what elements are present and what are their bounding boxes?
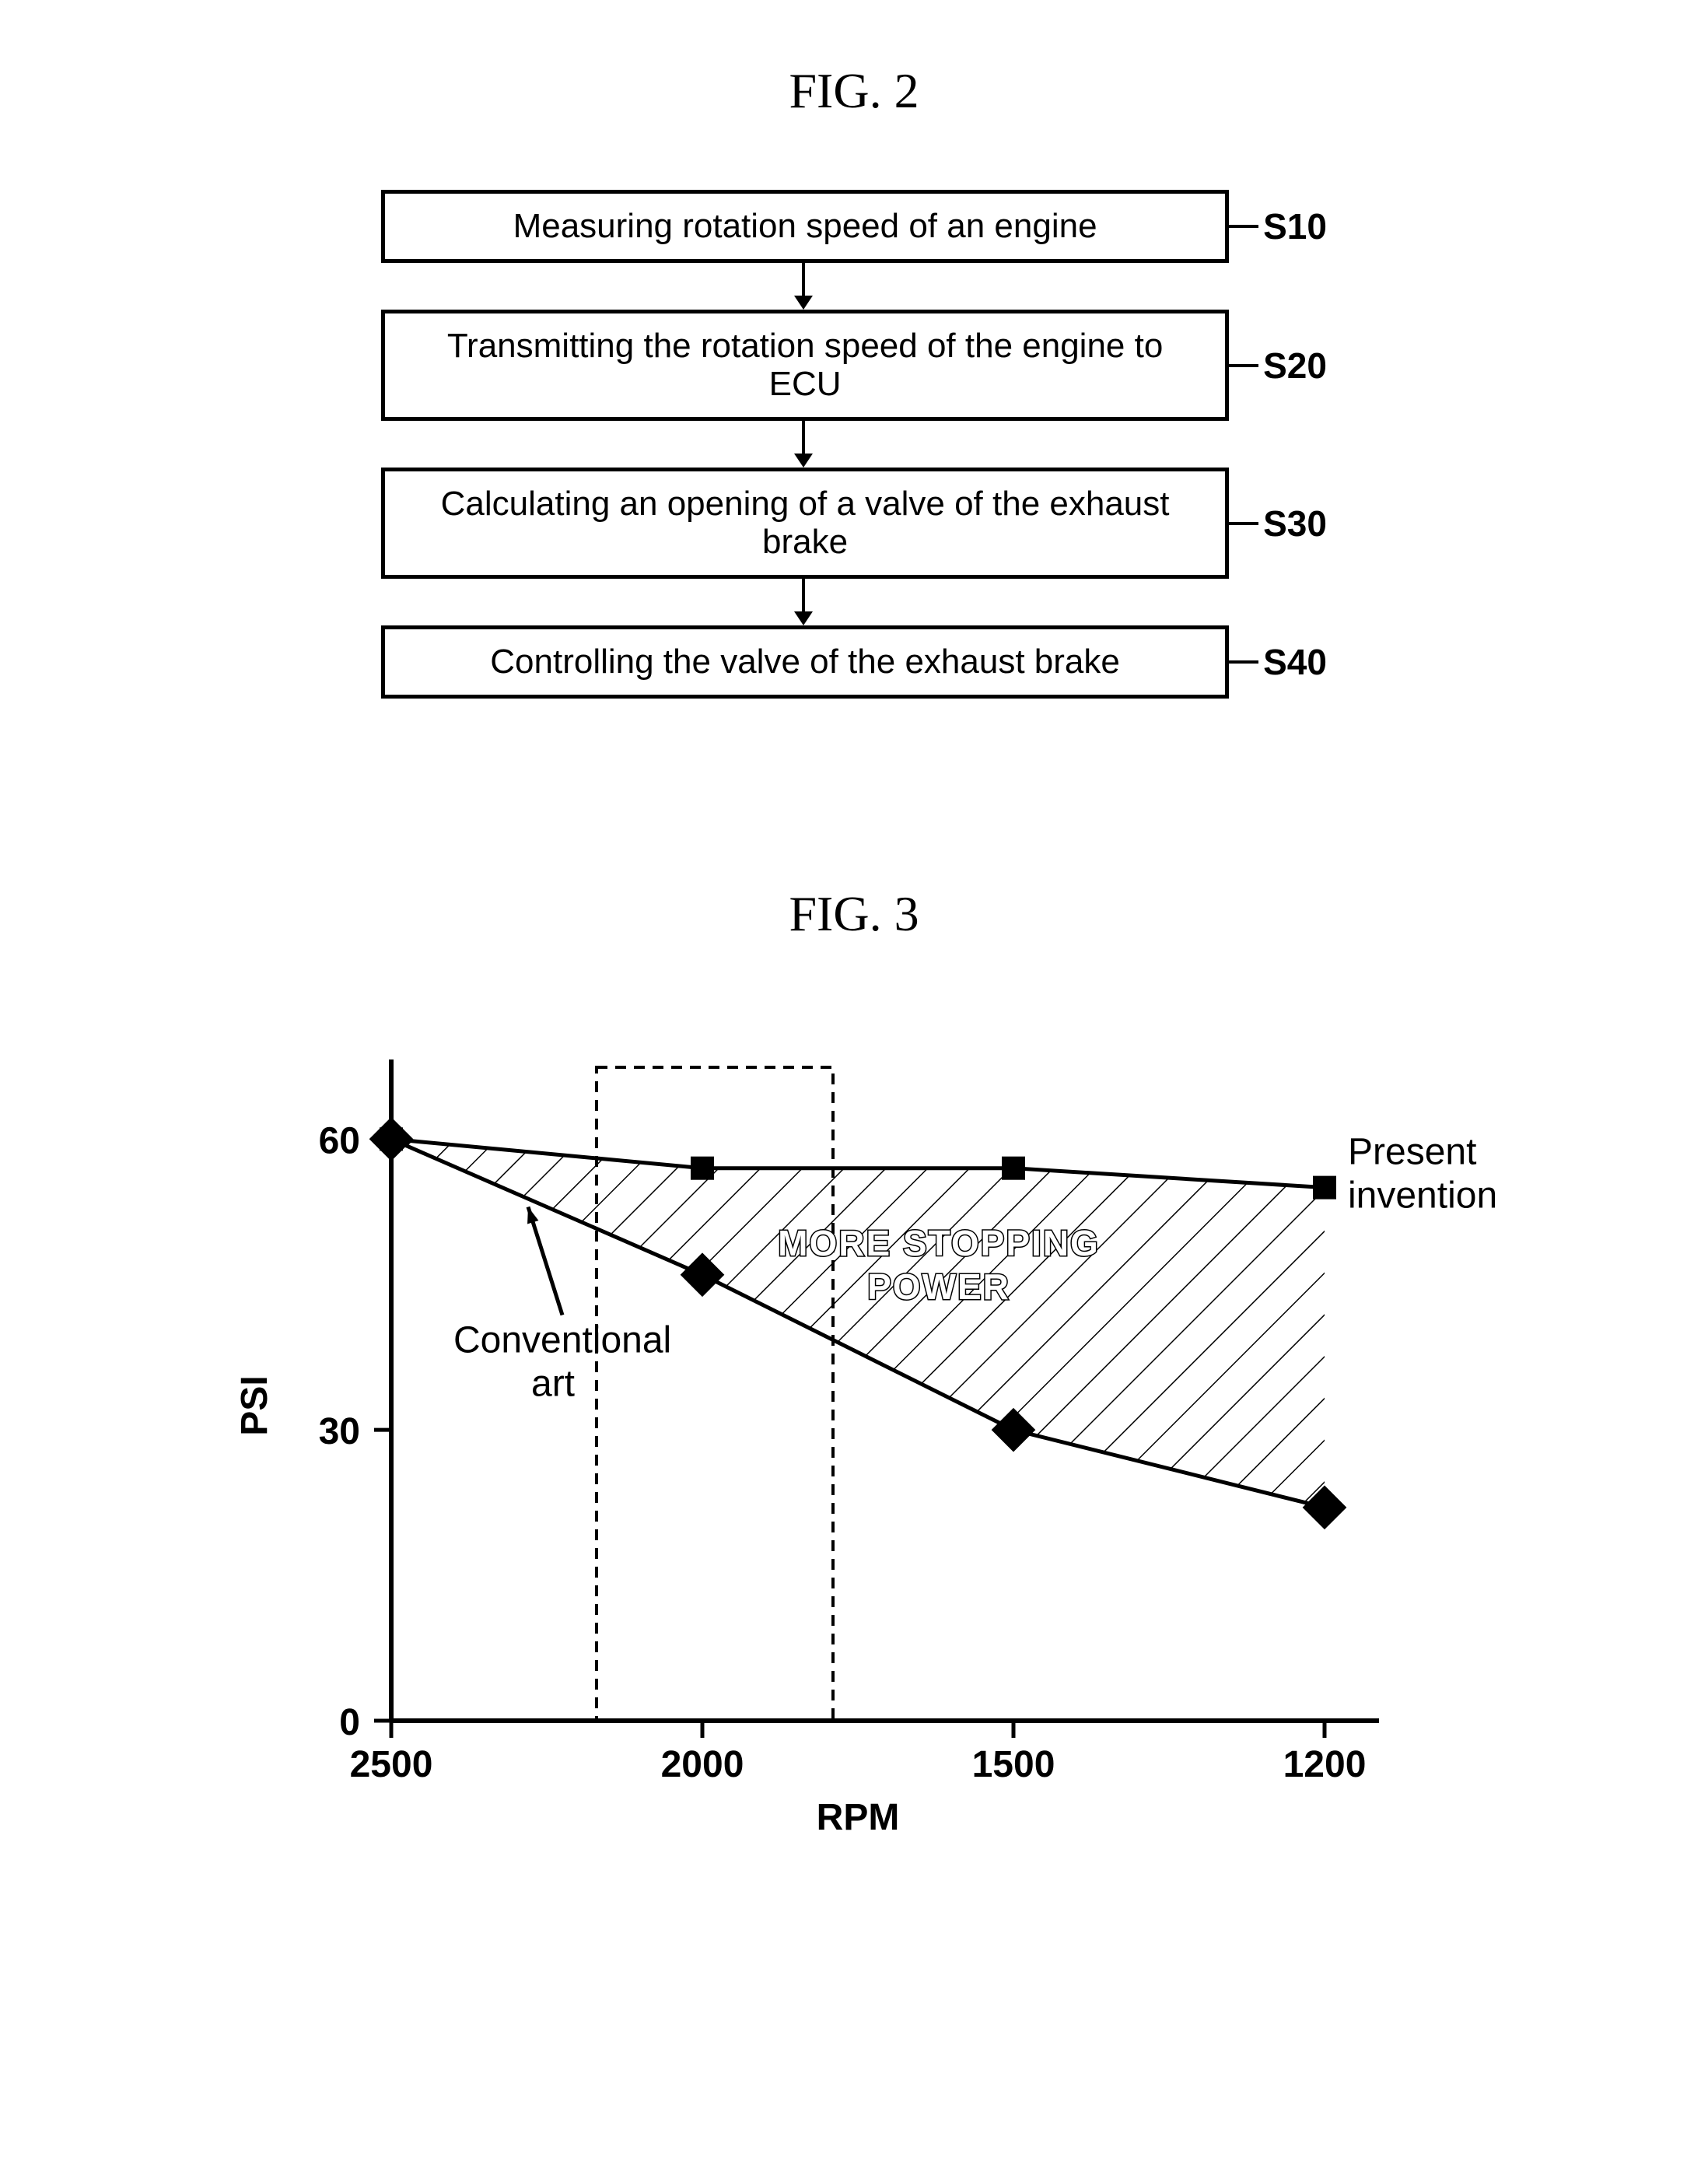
svg-text:RPM: RPM [817, 1797, 900, 1838]
svg-text:1200: 1200 [1283, 1744, 1367, 1785]
fig3-title: FIG. 3 [789, 885, 919, 943]
psi-rpm-chart: 0 30 60 PSI 2500 2000 1500 1200 RPM Presentinvent… [173, 1044, 1535, 1861]
step-row: Calculating an opening of a valve of the… [381, 468, 1327, 579]
svg-text:art: art [531, 1364, 575, 1405]
chart-svg: 0 30 60 PSI 2500 2000 1500 1200 RPM Presentinvent… [173, 1044, 1535, 1861]
step-row: Controlling the valve of the exhaust bra… [381, 625, 1327, 699]
connector-line [1229, 364, 1258, 367]
svg-text:MORE STOPPING: MORE STOPPING [778, 1223, 1100, 1263]
step-label-s20: S20 [1263, 345, 1327, 387]
svg-text:PSI: PSI [234, 1376, 275, 1436]
svg-text:2000: 2000 [661, 1744, 744, 1785]
arrow-down-icon [794, 263, 914, 310]
step-row: Measuring rotation speed of an engine S1… [381, 190, 1327, 263]
step-label-s30: S30 [1263, 503, 1327, 545]
fig2-title: FIG. 2 [789, 62, 919, 120]
step-box-s10: Measuring rotation speed of an engine [381, 190, 1229, 263]
flowchart: Measuring rotation speed of an engine S1… [381, 190, 1327, 699]
step-label-s10: S10 [1263, 205, 1327, 247]
arrow-down-icon [794, 421, 914, 468]
svg-text:Conventional: Conventional [453, 1320, 671, 1361]
svg-text:2500: 2500 [350, 1744, 433, 1785]
arrow-down-icon [794, 579, 914, 625]
step-box-s40: Controlling the valve of the exhaust bra… [381, 625, 1229, 699]
connector-line [1229, 522, 1258, 525]
svg-text:invention: invention [1348, 1175, 1497, 1217]
svg-text:1500: 1500 [972, 1744, 1055, 1785]
svg-text:0: 0 [339, 1702, 360, 1743]
step-box-s20: Transmitting the rotation speed of the e… [381, 310, 1229, 421]
step-box-s30: Calculating an opening of a valve of the… [381, 468, 1229, 579]
svg-text:30: 30 [319, 1411, 360, 1452]
svg-text:Present: Present [1348, 1132, 1476, 1173]
svg-text:POWER: POWER [867, 1266, 1010, 1307]
step-label-s40: S40 [1263, 641, 1327, 683]
svg-text:60: 60 [319, 1121, 360, 1162]
connector-line [1229, 225, 1258, 228]
step-row: Transmitting the rotation speed of the e… [381, 310, 1327, 421]
connector-line [1229, 660, 1258, 664]
